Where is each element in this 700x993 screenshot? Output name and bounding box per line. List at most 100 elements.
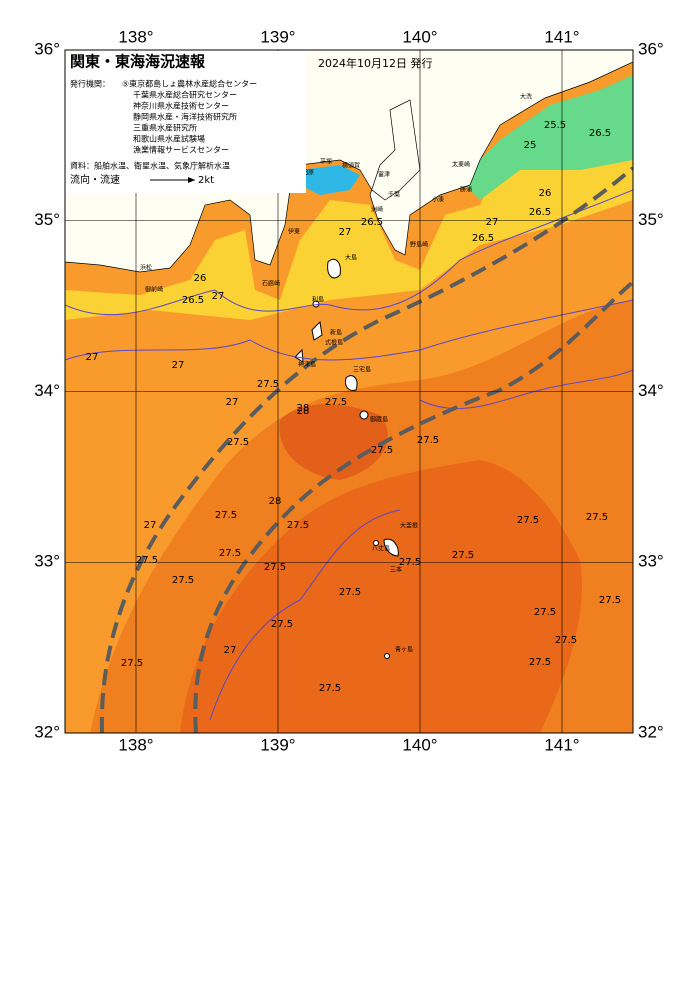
islands	[294, 258, 399, 659]
isotherm-label: 27.5	[121, 658, 143, 669]
place-name: 御前崎	[145, 286, 163, 294]
isotherm-label: 27.5	[534, 607, 556, 618]
place-name: 平塚	[320, 158, 332, 166]
isotherm-label: 27.5	[227, 437, 249, 448]
lat-label-left: 32°	[34, 722, 60, 741]
place-name: 八丈島	[372, 545, 390, 553]
isotherm-label: 27.5	[215, 510, 237, 521]
lat-label-right: 33°	[638, 552, 664, 571]
issuer: 静岡県水産・海洋技術研究所	[133, 112, 237, 122]
legend-arrowhead	[188, 177, 195, 183]
isotherm-label: 27.5	[371, 445, 393, 456]
lat-label-left: 33°	[34, 552, 60, 571]
lon-label-top: 140°	[402, 27, 437, 46]
isotherm-label: 27.5	[599, 595, 621, 606]
issuers: ⑤東京都島しょ農林水産総合センター千葉県水産総合研究センター神奈川県水産技術セン…	[122, 79, 257, 155]
place-name: 小湊	[432, 196, 444, 204]
lat-label-left: 34°	[34, 381, 60, 400]
isotherm-label: 27.5	[555, 635, 577, 646]
place-name: 大釜根	[400, 522, 418, 530]
isotherm-label: 26.5	[361, 217, 383, 228]
isotherm-label: 27.5	[325, 397, 347, 408]
place-name: 勝浦	[460, 186, 472, 194]
isotherm-label: 27.5	[586, 512, 608, 523]
isotherm-label: 27	[226, 397, 239, 408]
isotherm-label: 28	[269, 496, 282, 507]
issuer: ⑤東京都島しょ農林水産総合センター	[122, 79, 257, 89]
lat-label-left: 36°	[34, 39, 60, 58]
isotherm-label: 28	[297, 403, 310, 414]
lon-label-top: 139°	[260, 27, 295, 46]
place-name: 三本	[390, 566, 402, 574]
lon-label-top: 141°	[544, 27, 579, 46]
place-name: 横須賀	[342, 162, 360, 170]
place-name: 神津島	[298, 361, 316, 369]
isotherm-label: 27.5	[319, 683, 341, 694]
isotherm-label: 26.5	[589, 128, 611, 139]
lon-label-bottom: 138°	[118, 735, 153, 754]
issuers-label: 発行機関：	[70, 79, 110, 89]
place-name: 三宅島	[353, 366, 371, 374]
isotherm-label: 27.5	[172, 575, 194, 586]
place-name: 野島崎	[410, 241, 428, 249]
isotherm-label: 26.5	[472, 233, 494, 244]
place-name: 御蔵島	[370, 416, 388, 424]
place-name: 大島	[345, 254, 357, 262]
bay-water	[300, 165, 360, 195]
issuer: 漁業情報サービスセンター	[133, 145, 229, 155]
place-name: 式根島	[325, 339, 343, 347]
isotherm-label: 27.5	[257, 379, 279, 390]
map-frame	[64, 49, 634, 734]
isotherm-label: 27	[224, 645, 237, 656]
isotherm-label: 27	[339, 227, 352, 238]
isotherm-label: 27	[486, 217, 499, 228]
legend-speed: 2kt	[198, 175, 214, 186]
lon-label-bottom: 141°	[544, 735, 579, 754]
isotherm-label: 27.5	[136, 555, 158, 566]
lat-label-right: 36°	[638, 39, 664, 58]
issue-date: 2024年10月12日 発行	[318, 56, 433, 70]
lon-label-bottom: 139°	[260, 735, 295, 754]
isotherm-label: 25	[524, 140, 537, 151]
isotherm-label: 27.5	[399, 557, 421, 568]
isotherm-label: 27.5	[287, 520, 309, 531]
lon-label-bottom: 140°	[402, 735, 437, 754]
kuroshio	[99, 166, 633, 733]
place-name: 伊東	[288, 228, 300, 236]
isotherm-label: 27	[212, 291, 225, 302]
isotherm-label: 28	[297, 406, 310, 417]
warmest-zone	[279, 404, 388, 480]
isotherm-label: 27.5	[517, 515, 539, 526]
map-labels: 25.5 26.5 25 26 26.5 27 26.5 26.5 27 26 26.5 27 27 27…	[86, 93, 622, 695]
place-name: 大洗	[520, 93, 532, 101]
isotherm-label: 26.5	[182, 295, 204, 306]
place-name: 石廊崎	[262, 280, 280, 288]
isotherm-label: 25.5	[544, 120, 566, 131]
issuer: 神奈川県水産技術センター	[133, 101, 229, 111]
isotherm-label: 26	[539, 188, 552, 199]
info-box	[66, 51, 306, 193]
place-name: 富津	[378, 171, 390, 179]
place-name: 千葉	[388, 191, 400, 199]
title: 関東・東海海況速報	[70, 53, 206, 71]
coastal-water	[65, 80, 633, 320]
cool-water	[460, 75, 633, 200]
isotherm-label: 27.5	[219, 548, 241, 559]
isotherm-label: 27.5	[339, 587, 361, 598]
place-name: 新島	[330, 329, 342, 337]
issuer: 和歌山県水産試験場	[133, 134, 205, 144]
lat-label-right: 34°	[638, 381, 664, 400]
issuer: 三重県水産研究所	[133, 123, 197, 133]
isotherm-label: 26	[194, 273, 207, 284]
place-name: 浜松	[140, 264, 152, 272]
source: 資料：船舶水温、衛星水温、気象庁解析水温	[70, 161, 230, 171]
lon-label-top: 138°	[118, 27, 153, 46]
place-name: 太東崎	[452, 161, 470, 169]
lat-label-right: 35°	[638, 210, 664, 229]
place-name: 利島	[312, 296, 324, 304]
warmer-zone	[180, 460, 582, 733]
isotherm-label: 26.5	[529, 207, 551, 218]
isotherm-label: 27	[86, 352, 99, 363]
lat-label-right: 32°	[638, 722, 664, 741]
